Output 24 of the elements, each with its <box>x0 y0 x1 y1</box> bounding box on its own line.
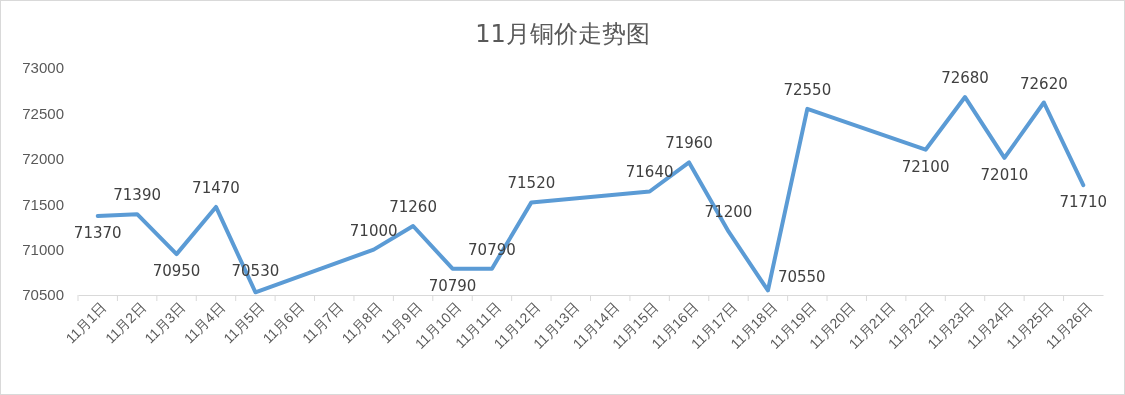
data-label: 72550 <box>783 80 832 99</box>
data-label: 71260 <box>389 197 437 216</box>
data-label: 71640 <box>625 163 674 182</box>
data-label: 70790 <box>428 276 477 295</box>
data-label: 71470 <box>192 178 240 197</box>
data-label: 72100 <box>901 157 950 176</box>
y-tick-label: 70500 <box>22 286 64 304</box>
data-label: 72620 <box>1020 74 1068 93</box>
y-tick-label: 71000 <box>22 240 64 258</box>
y-tick-label: 71500 <box>22 195 64 213</box>
data-label: 72010 <box>980 165 1029 184</box>
y-tick-label: 72500 <box>22 104 64 122</box>
y-tick-label: 73000 <box>22 59 64 77</box>
data-label: 71960 <box>665 134 713 153</box>
data-label: 71390 <box>113 186 161 205</box>
data-label: 70550 <box>777 268 826 287</box>
chart-title: 11月铜价走势图 <box>475 20 650 48</box>
data-label: 71370 <box>73 224 122 242</box>
data-label: 70950 <box>152 262 201 281</box>
data-label: 71710 <box>1059 193 1108 212</box>
data-label: 71000 <box>349 221 398 240</box>
data-label: 71520 <box>507 174 556 193</box>
y-tick-label: 72000 <box>22 150 64 168</box>
data-label: 72680 <box>941 69 989 88</box>
